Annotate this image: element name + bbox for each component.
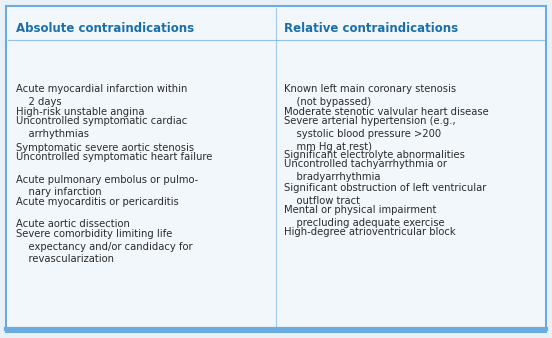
FancyBboxPatch shape <box>6 6 546 332</box>
Text: Mental or physical impairment
    precluding adequate exercise: Mental or physical impairment precluding… <box>284 205 444 228</box>
Text: High-degree atrioventricular block: High-degree atrioventricular block <box>284 227 455 238</box>
Text: Known left main coronary stenosis
    (not bypassed): Known left main coronary stenosis (not b… <box>284 84 456 107</box>
Text: Acute myocarditis or pericarditis: Acute myocarditis or pericarditis <box>16 197 179 207</box>
Text: Uncontrolled tachyarrhythmia or
    bradyarrhythmia: Uncontrolled tachyarrhythmia or bradyarr… <box>284 160 447 182</box>
Text: Absolute contraindications: Absolute contraindications <box>16 22 194 35</box>
Text: Acute myocardial infarction within
    2 days: Acute myocardial infarction within 2 day… <box>16 84 187 107</box>
Text: Symptomatic severe aortic stenosis: Symptomatic severe aortic stenosis <box>16 143 194 153</box>
Text: Acute aortic dissection: Acute aortic dissection <box>16 219 130 229</box>
Text: Uncontrolled symptomatic cardiac
    arrhythmias: Uncontrolled symptomatic cardiac arrhyth… <box>16 116 187 139</box>
Text: Relative contraindications: Relative contraindications <box>284 22 458 35</box>
Text: Significant obstruction of left ventricular
    outflow tract: Significant obstruction of left ventricu… <box>284 183 486 206</box>
Text: Significant electrolyte abnormalities: Significant electrolyte abnormalities <box>284 150 465 160</box>
Text: Uncontrolled symptomatic heart failure: Uncontrolled symptomatic heart failure <box>16 152 213 163</box>
Text: Severe comorbidity limiting life
    expectancy and/or candidacy for
    revascu: Severe comorbidity limiting life expecta… <box>16 229 193 264</box>
Text: Acute pulmonary embolus or pulmo-
    nary infarction: Acute pulmonary embolus or pulmo- nary i… <box>16 175 198 197</box>
Text: Moderate stenotic valvular heart disease: Moderate stenotic valvular heart disease <box>284 106 489 117</box>
Text: Severe arterial hypertension (e.g.,
    systolic blood pressure >200
    mm Hg a: Severe arterial hypertension (e.g., syst… <box>284 116 455 152</box>
Text: High-risk unstable angina: High-risk unstable angina <box>16 106 145 117</box>
